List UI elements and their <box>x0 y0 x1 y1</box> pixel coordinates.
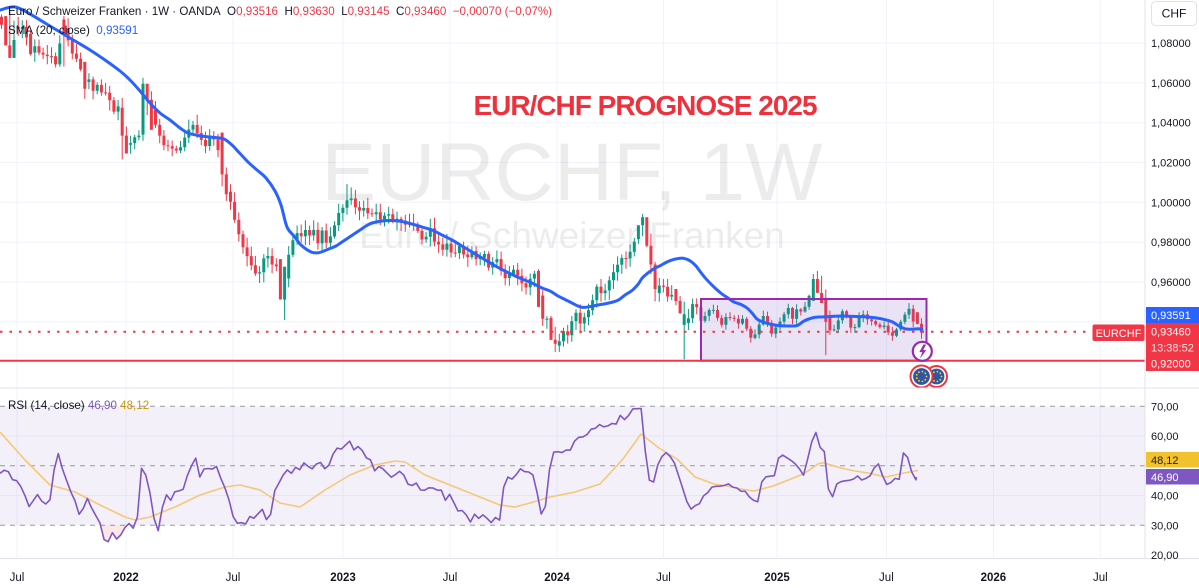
svg-text:2022: 2022 <box>113 572 139 584</box>
svg-text:2025: 2025 <box>764 572 790 584</box>
svg-text:Jul: Jul <box>879 572 894 584</box>
svg-text:RSI (14, close) 46,90 48,12: RSI (14, close) 46,90 48,12 <box>8 399 149 412</box>
svg-text:1,04000: 1,04000 <box>1151 118 1191 130</box>
svg-text:30,00: 30,00 <box>1151 520 1179 532</box>
svg-text:CHF: CHF <box>1162 7 1187 21</box>
svg-text:Jul: Jul <box>443 572 458 584</box>
svg-text:2024: 2024 <box>544 572 570 584</box>
svg-text:Jul: Jul <box>656 572 671 584</box>
svg-text:70,00: 70,00 <box>1151 401 1179 413</box>
svg-text:Jul: Jul <box>1093 572 1108 584</box>
svg-text:0,93460: 0,93460 <box>1151 327 1191 339</box>
svg-text:13:38:52: 13:38:52 <box>1151 343 1194 355</box>
svg-text:60,00: 60,00 <box>1151 431 1179 443</box>
svg-text:0,93591: 0,93591 <box>1151 310 1191 322</box>
svg-text:2023: 2023 <box>330 572 356 584</box>
svg-text:SMA (20, close) 0,93591: SMA (20, close) 0,93591 <box>8 24 138 37</box>
svg-text:20,00: 20,00 <box>1151 550 1179 562</box>
svg-text:EUR/CHF PROGNOSE 2025: EUR/CHF PROGNOSE 2025 <box>473 90 817 121</box>
svg-text:Jul: Jul <box>10 572 25 584</box>
svg-text:1,02000: 1,02000 <box>1151 158 1191 170</box>
svg-text:1,06000: 1,06000 <box>1151 78 1191 90</box>
svg-text:0,92000: 0,92000 <box>1151 359 1191 371</box>
svg-text:Euro / Schweizer Franken · 1W: Euro / Schweizer Franken · 1W · OANDA O0… <box>8 5 552 18</box>
svg-text:48,12: 48,12 <box>1151 455 1179 467</box>
svg-text:Jul: Jul <box>226 572 241 584</box>
svg-text:40,00: 40,00 <box>1151 491 1179 503</box>
svg-text:1,08000: 1,08000 <box>1151 38 1191 50</box>
svg-text:1,00000: 1,00000 <box>1151 197 1191 209</box>
svg-text:EURCHF, 1W: EURCHF, 1W <box>321 127 823 218</box>
svg-text:0,96000: 0,96000 <box>1151 277 1191 289</box>
svg-text:0,98000: 0,98000 <box>1151 237 1191 249</box>
svg-text:46,90: 46,90 <box>1151 472 1179 484</box>
svg-text:2026: 2026 <box>981 572 1007 584</box>
svg-text:EURCHF: EURCHF <box>1096 328 1142 340</box>
